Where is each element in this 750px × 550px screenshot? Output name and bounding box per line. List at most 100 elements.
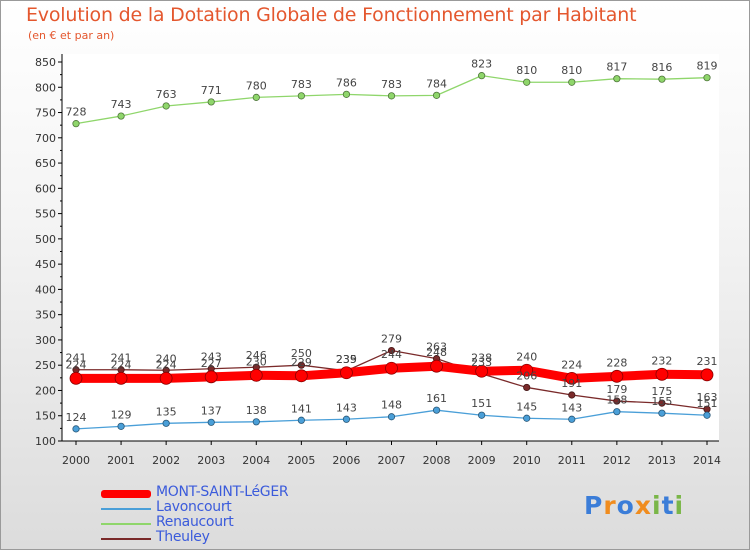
x-tick-label: 2013 [648, 454, 676, 467]
data-label-lavoncourt: 145 [516, 400, 537, 413]
legend-swatch-theuley [101, 538, 151, 540]
logo-letter: o [616, 491, 635, 520]
logo-letter: P [584, 491, 604, 520]
x-tick-label: 2001 [107, 454, 135, 467]
data-label-theuley: 206 [516, 369, 537, 382]
data-point-renaucourt [297, 92, 305, 100]
data-point-mont-saint-leger [520, 363, 534, 377]
y-tick-label: 500 [35, 233, 56, 246]
data-label-mont-saint-leger: 232 [651, 354, 672, 367]
y-tick-label: 400 [35, 283, 56, 296]
data-point-renaucourt [252, 93, 260, 101]
data-label-mont-saint-leger: 238 [471, 351, 492, 364]
x-tick-label: 2010 [513, 454, 541, 467]
data-label-lavoncourt: 135 [156, 405, 177, 418]
data-label-lavoncourt: 137 [201, 404, 222, 417]
y-tick-label: 600 [35, 182, 56, 195]
legend-label-renaucourt: Renaucourt [156, 514, 234, 530]
data-point-theuley [568, 391, 576, 399]
series-mont-saint-leger [69, 359, 714, 385]
series-renaucourt [72, 72, 711, 128]
data-label-theuley: 279 [381, 333, 402, 346]
data-point-theuley [658, 399, 666, 407]
legend-swatch-renaucourt [101, 523, 151, 525]
y-tick-label: 200 [35, 384, 56, 397]
data-point-renaucourt [523, 78, 531, 86]
data-label-renaucourt: 728 [66, 106, 87, 119]
y-tick-label: 800 [35, 81, 56, 94]
data-label-renaucourt: 743 [111, 98, 132, 111]
data-point-mont-saint-leger [610, 369, 624, 383]
data-point-renaucourt [162, 102, 170, 110]
data-label-theuley: 233 [471, 356, 492, 369]
data-label-lavoncourt: 158 [606, 394, 627, 407]
series-theuley [72, 346, 711, 413]
data-point-mont-saint-leger [340, 366, 353, 380]
legend-label-mont-saint-leger: MONT-SAINT-LéGER [156, 484, 289, 500]
data-label-theuley: 241 [111, 352, 132, 365]
data-label-theuley: 240 [156, 352, 177, 365]
data-point-lavoncourt [478, 411, 486, 419]
data-point-lavoncourt [252, 418, 260, 426]
data-point-mont-saint-leger [700, 368, 714, 382]
data-label-renaucourt: 810 [516, 64, 537, 77]
data-label-lavoncourt: 124 [66, 411, 87, 424]
chart-title: Evolution de la Dotation Globale de Fonc… [26, 4, 637, 26]
data-point-lavoncourt [568, 415, 576, 423]
data-point-renaucourt [613, 75, 621, 83]
data-label-lavoncourt: 141 [291, 402, 312, 415]
data-point-mont-saint-leger [430, 359, 443, 373]
data-label-mont-saint-leger: 231 [697, 355, 718, 368]
data-label-theuley: 263 [426, 341, 447, 354]
data-point-renaucourt [432, 91, 441, 99]
data-label-renaucourt: 784 [426, 77, 447, 90]
data-label-mont-saint-leger: 224 [111, 358, 132, 371]
data-point-mont-saint-leger [249, 368, 263, 382]
data-point-theuley [523, 383, 531, 392]
x-tick-label: 2007 [378, 454, 406, 467]
data-point-lavoncourt [613, 408, 621, 416]
x-tick-label: 2003 [197, 454, 225, 467]
data-label-lavoncourt: 148 [381, 399, 402, 412]
data-point-lavoncourt [162, 419, 170, 427]
data-label-lavoncourt: 129 [111, 408, 132, 421]
data-point-theuley [297, 361, 305, 369]
y-tick-label: 650 [35, 157, 56, 170]
data-label-lavoncourt: 143 [561, 401, 582, 414]
data-label-mont-saint-leger: 248 [426, 346, 447, 359]
data-label-mont-saint-leger: 224 [66, 358, 87, 371]
x-tick-label: 2005 [287, 454, 315, 467]
data-point-lavoncourt [703, 411, 711, 419]
data-label-theuley: 163 [697, 391, 718, 404]
data-point-renaucourt [207, 98, 215, 106]
data-label-theuley: 243 [201, 351, 222, 364]
data-point-mont-saint-leger [565, 371, 579, 385]
data-point-lavoncourt [297, 416, 305, 424]
data-label-renaucourt: 816 [651, 61, 672, 74]
data-point-theuley [613, 397, 621, 405]
data-point-renaucourt [72, 120, 80, 128]
data-label-renaucourt: 783 [291, 78, 312, 91]
data-label-renaucourt: 771 [201, 84, 222, 97]
x-tick-label: 2014 [693, 454, 721, 467]
data-point-mont-saint-leger [204, 370, 218, 384]
x-tick-label: 2012 [603, 454, 631, 467]
data-label-lavoncourt: 143 [336, 401, 357, 414]
data-label-mont-saint-leger: 235 [336, 353, 357, 366]
x-tick-label: 2006 [332, 454, 360, 467]
y-tick-label: 150 [35, 410, 56, 423]
data-point-mont-saint-leger [69, 371, 83, 385]
data-label-renaucourt: 783 [381, 78, 402, 91]
logo-letter: t [661, 491, 675, 520]
logo-letter: r [603, 491, 617, 520]
data-point-mont-saint-leger [294, 369, 308, 383]
data-point-renaucourt [703, 74, 711, 82]
data-point-lavoncourt [432, 406, 441, 414]
data-label-renaucourt: 810 [561, 64, 582, 77]
data-label-theuley: 175 [651, 385, 672, 398]
data-point-mont-saint-leger [114, 371, 128, 385]
chart-subtitle: (en € et par an) [28, 29, 115, 42]
data-point-renaucourt [387, 92, 396, 100]
data-point-theuley [387, 346, 396, 355]
